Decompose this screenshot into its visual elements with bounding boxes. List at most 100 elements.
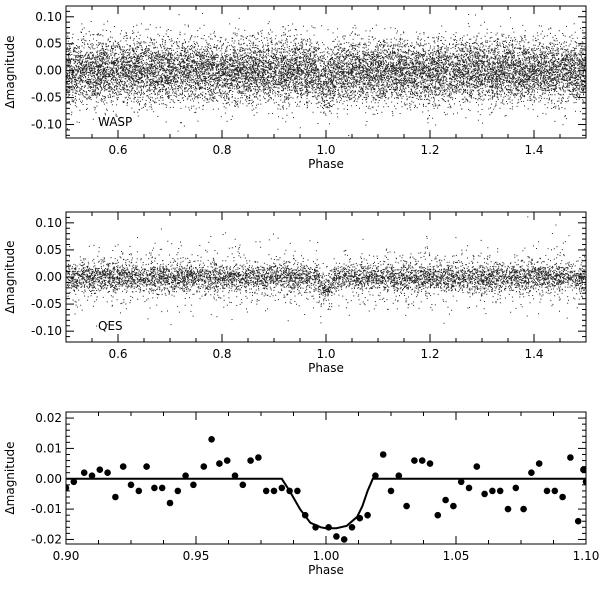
data-point [395,472,403,480]
data-point [262,487,270,495]
data-point [104,469,111,477]
data-point [294,487,301,495]
data-point [239,481,247,489]
data-point [231,472,239,480]
data-point [135,487,143,495]
panel-3: 0.90 0.95 1.00 1.05 1.10 -0.02 -0.01 0.00 0.01 0.… [3,411,599,577]
data-point [112,493,119,501]
data-point [151,484,158,492]
y-tick-label: -0.02 [31,532,62,546]
data-point [166,499,174,507]
panel-1: 0.6 0.8 1.0 1.2 1.4 -0.10 -0.05 0.00 0.05 0.10 Pha… [3,5,587,171]
data-point [325,524,332,531]
y-tick-label: 0.00 [35,472,62,486]
x-axis-label: Phase [308,563,344,577]
scatter-points [66,13,586,136]
y-axis-label: Δmagnitude [3,441,17,514]
data-point [182,472,189,480]
data-point [512,484,520,492]
data-point [348,524,356,531]
data-point [255,454,262,461]
data-point [504,505,512,513]
y-tick-label: -0.05 [31,91,62,105]
data-point [528,469,535,477]
data-point [465,484,473,492]
y-axis-label: Δmagnitude [3,240,17,313]
data-point [127,481,135,489]
data-point [278,484,286,492]
data-point [411,457,418,464]
data-point [70,478,78,486]
data-point [208,436,215,443]
data-layer [66,216,586,327]
y-tick-label: -0.10 [31,118,62,132]
data-point [119,463,127,470]
data-layer [66,13,586,136]
data-point [567,454,574,461]
data-point [574,517,582,525]
x-tick-label: 1.00 [313,549,340,563]
x-tick-label: 1.4 [524,347,543,361]
panel-2: 0.6 0.8 1.0 1.2 1.4 -0.10 -0.05 0.00 0.05 0.10 Pha… [3,211,587,375]
data-point [216,460,223,467]
x-tick-label: 0.90 [53,549,80,563]
y-tick-label: -0.10 [31,324,62,338]
x-tick-label: 1.10 [573,549,600,563]
data-point [364,511,371,519]
data-point [450,502,457,510]
y-tick-label: 0.00 [35,64,62,78]
data-point [223,457,231,464]
data-point [190,481,197,489]
x-tick-label: 1.2 [420,143,439,157]
x-tick-label: 1.2 [420,347,439,361]
x-tick-label: 1.0 [316,143,335,157]
data-point [489,487,496,495]
x-axis-label: Phase [308,361,344,375]
data-point [457,478,465,486]
data-point [301,511,309,519]
data-point [582,478,586,486]
x-tick-label: 1.0 [316,347,335,361]
y-tick-label: 0.10 [35,10,62,24]
x-axis-label: Phase [308,157,344,171]
data-layer [66,436,586,543]
y-tick-label: -0.01 [31,502,62,516]
data-point [96,466,104,474]
data-point [580,466,586,473]
data-point [247,457,254,464]
data-point [80,469,88,477]
data-point [543,487,551,495]
y-tick-label: 0.02 [35,411,62,425]
data-point [158,484,166,492]
data-point [312,524,319,531]
data-point [473,463,481,470]
x-tick-label: 0.95 [183,549,210,563]
y-axis-label: Δmagnitude [3,35,17,108]
x-tick-label: 1.4 [524,143,543,157]
transit-model-line [66,477,586,530]
data-point [372,472,379,480]
data-point [174,487,182,495]
data-point [200,463,208,470]
data-point [286,487,293,495]
x-tick-label: 0.6 [108,347,127,361]
x-tick-label: 0.6 [108,143,127,157]
y-tick-label: -0.05 [31,297,62,311]
data-point [535,460,543,467]
scatter-points [66,216,586,327]
data-point [434,511,442,519]
y-tick-label: 0.05 [35,37,62,51]
data-point [387,487,395,495]
y-tick-label: 0.10 [35,216,62,230]
data-point [559,493,566,501]
data-point [520,505,527,513]
data-point [340,536,348,543]
data-point [379,451,387,458]
x-tick-label: 0.8 [212,347,231,361]
data-point [481,490,488,498]
data-point [442,496,449,504]
data-point [270,487,278,495]
data-point [143,463,150,470]
